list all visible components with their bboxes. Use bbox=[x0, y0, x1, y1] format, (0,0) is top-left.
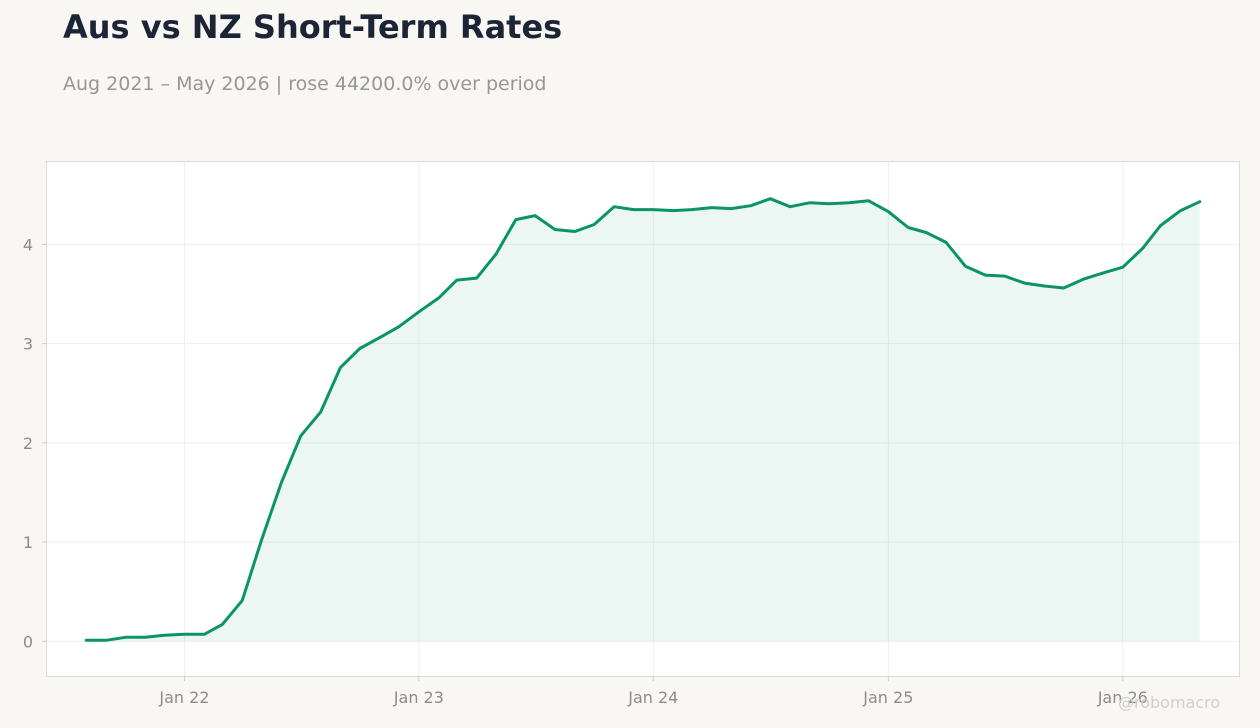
x-tick-label: Jan 25 bbox=[862, 688, 913, 707]
x-tick-label: Jan 24 bbox=[627, 688, 678, 707]
chart-title: Aus vs NZ Short-Term Rates bbox=[63, 8, 563, 46]
chart-subtitle: Aug 2021 – May 2026 | rose 44200.0% over… bbox=[63, 73, 547, 95]
y-tick-label: 4 bbox=[23, 235, 33, 254]
series-line-layer bbox=[84, 197, 1202, 642]
x-tick-label: Jan 23 bbox=[393, 688, 444, 707]
y-tick-label: 3 bbox=[23, 335, 33, 354]
y-tick-label: 0 bbox=[23, 632, 33, 651]
area-fill-layer bbox=[86, 198, 1200, 642]
x-tick-label: Jan 26 bbox=[1097, 688, 1148, 707]
watermark: @robomacro bbox=[1118, 693, 1221, 712]
x-tick-label: Jan 22 bbox=[158, 688, 209, 707]
x-axis-ticks: Jan 22 Jan 23 Jan 24 Jan 25 Jan 26 bbox=[158, 676, 1148, 707]
series-line bbox=[84, 197, 1202, 642]
y-axis-ticks: 0 1 2 3 4 bbox=[23, 235, 47, 651]
series-area-fill bbox=[86, 198, 1200, 642]
y-tick-label: 1 bbox=[23, 533, 33, 552]
y-tick-label: 2 bbox=[23, 434, 33, 453]
grid-lines bbox=[47, 162, 1239, 676]
